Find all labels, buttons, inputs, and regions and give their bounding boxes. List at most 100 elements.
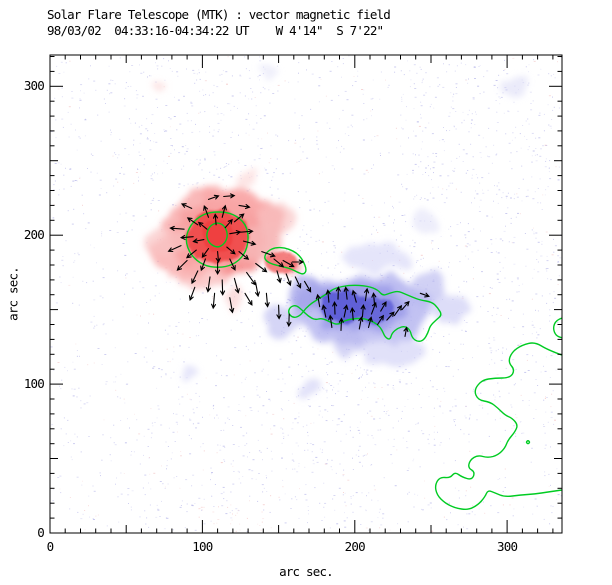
polarity-blob-negative [395,275,445,306]
polarity-blob-negative [427,293,471,321]
field-vector [349,307,356,321]
field-vector [186,217,199,226]
y-tick-label: 100 [23,376,45,392]
field-vector [401,300,410,311]
field-vector [215,251,221,264]
field-vector [276,304,282,320]
field-vector [343,286,349,300]
axes [49,54,563,534]
field-vector [403,326,409,337]
field-vector [205,276,211,293]
figure-subtitle: 98/03/02 04:33:16-04:34:22 UT W 4'14" S … [47,23,384,38]
field-vector [351,289,357,303]
polarity-blob-negative [328,330,366,355]
field-vector [364,287,370,302]
field-vector [238,204,251,210]
y-tick-label: 200 [23,227,45,243]
field-vector [188,286,196,302]
field-vector [303,280,312,293]
field-vector [360,304,366,318]
y-axis-label: arc sec. [5,267,21,321]
field-vector [215,261,221,276]
field-vector [371,292,377,306]
x-tick-label: 0 [46,539,55,554]
x-tick-label: 200 [344,539,366,554]
polarity-blob-negative [359,336,427,367]
polarity-blob-positive [226,285,242,313]
field-vector [185,249,197,259]
polarity-blob-positive [153,81,166,91]
polarity-blob-positive [178,260,227,291]
field-vector [246,271,256,286]
polarity-blob-negative [344,244,412,271]
field-contour-southeast-large [434,342,562,511]
polarity-blob-negative [319,290,369,324]
field-vector [179,234,194,240]
field-vector [393,304,403,317]
field-contour-positive-core-outer [185,211,249,268]
field-vector [291,259,305,265]
plot-frame [49,54,563,534]
field-vector [261,251,276,258]
field-vector [242,240,257,246]
field-vector [233,213,245,223]
field-vector [285,273,292,287]
field-vector [197,221,208,230]
field-contour-middle-patch [264,246,307,275]
polarity-blob-positive [143,226,186,256]
field-vector [377,314,384,326]
polarity-blob-negative [502,77,527,96]
y-tick-label: 0 [37,525,45,540]
field-vector [223,193,236,199]
polarity-blob-negative [257,64,279,79]
field-vector [176,259,188,271]
field-vector [169,225,185,231]
field-vector [264,292,270,308]
polarity-blob-positive [235,171,261,187]
field-vector [294,276,302,289]
field-vector [358,316,364,330]
field-contour-tiny-ring [525,440,531,445]
field-vector [200,258,206,272]
polarity-blob-negative [260,305,303,335]
field-vector [220,279,226,296]
field-vector [282,259,295,268]
polarity-blob-positive [260,206,297,234]
field-vector [325,289,331,303]
field-vector [224,218,233,229]
field-vector [332,301,338,315]
field-vector [367,316,373,329]
field-vector [211,292,217,310]
field-vector [192,238,205,244]
polarity-blob-negative [184,367,200,380]
field-vector [167,245,182,253]
field-vector [335,286,341,300]
field-vector [380,301,387,312]
x-tick-label: 100 [192,539,213,554]
field-vector [273,258,285,268]
field-vector [191,270,199,285]
figure-title: Solar Flare Telescope (MTK) : vector mag… [47,7,391,22]
field-vector [212,213,219,226]
field-vector [315,293,321,308]
field-vector [321,304,327,318]
polarity-blob-negative [298,379,320,395]
field-vector [255,262,268,273]
polarity-blob-negative [411,212,439,234]
field-vector [386,311,395,321]
field-vector [343,304,349,318]
field-vectors [167,193,431,337]
field-vector [221,204,227,218]
field-contour-right-edge-loop [552,317,562,339]
field-vector [328,314,334,329]
field-contours [185,211,562,511]
field-vector [229,297,235,314]
field-contour-negative-region [288,284,442,342]
y-tick-label: 300 [23,78,45,94]
field-vector [244,292,253,306]
field-vector [276,270,282,284]
field-vector [254,282,260,298]
field-vector [239,228,254,235]
